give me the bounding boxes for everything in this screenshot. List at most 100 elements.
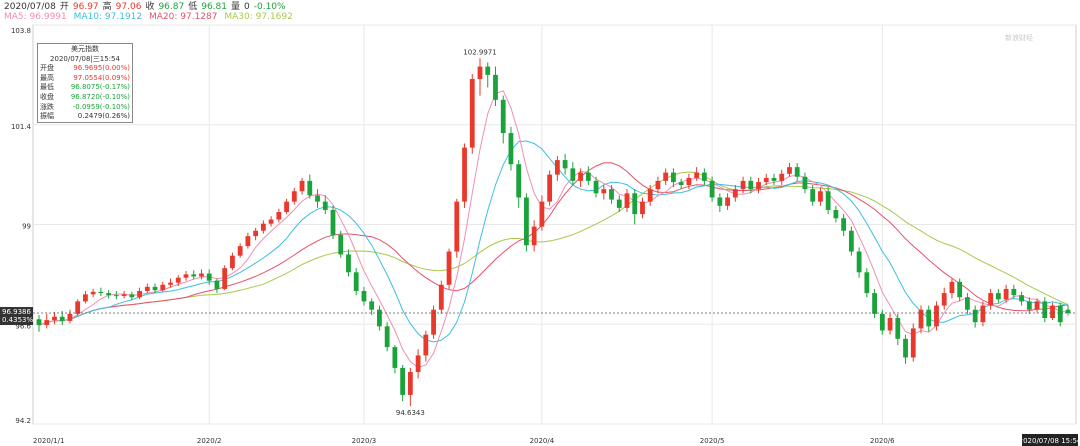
tooltip-title: 美元指数 bbox=[71, 45, 99, 53]
candle bbox=[949, 281, 955, 294]
candle bbox=[392, 347, 398, 368]
current-price-box bbox=[0, 307, 33, 326]
legend-ma10: MA10: 97.1912 bbox=[73, 12, 143, 22]
candle bbox=[779, 173, 785, 181]
ohlc-tooltip: 美元指数 2020/07/08|三15:54 开盘 96.9695(0.00%) … bbox=[37, 43, 133, 123]
candle bbox=[531, 226, 537, 246]
candle bbox=[895, 318, 901, 339]
header-open-label: 开 bbox=[59, 2, 69, 12]
tooltip-row-low: 最低 96.8075(-0.17%) bbox=[40, 83, 130, 93]
candle bbox=[222, 268, 228, 289]
candle bbox=[562, 160, 568, 169]
candle bbox=[1042, 301, 1048, 319]
header-vol: 0 bbox=[244, 2, 250, 12]
ma20-line bbox=[38, 162, 1069, 326]
candle bbox=[879, 313, 885, 331]
extreme-annotation: 102.9971 bbox=[463, 48, 496, 56]
current-change-label: 0.4353% bbox=[2, 316, 33, 324]
header-change: -0.10% bbox=[253, 2, 286, 12]
candle bbox=[1057, 305, 1063, 323]
candle bbox=[369, 301, 375, 310]
candle bbox=[671, 172, 676, 183]
tooltip-row-change: 涨跌 -0.0959(-0.10%) bbox=[40, 103, 130, 113]
candle bbox=[214, 280, 220, 289]
x-tick-label: 2020/5 bbox=[700, 437, 725, 445]
candle bbox=[995, 293, 1001, 300]
x-tick-label: 2020/3 bbox=[352, 437, 377, 445]
candle bbox=[477, 66, 483, 80]
candle bbox=[818, 191, 823, 202]
tooltip-key: 涨跌 bbox=[40, 102, 54, 111]
header-high-label: 高 bbox=[102, 2, 112, 12]
header-close: 96.87 bbox=[158, 2, 185, 12]
tooltip-value: 96.9695(0.00%) bbox=[73, 64, 130, 73]
extreme-annotation: 94.6343 bbox=[396, 409, 425, 417]
candle bbox=[361, 291, 367, 302]
candle bbox=[291, 191, 297, 202]
candle bbox=[516, 164, 522, 198]
legend-ma5: MA5: 96.9991 bbox=[4, 12, 67, 22]
candle bbox=[601, 189, 607, 194]
candle bbox=[245, 236, 251, 247]
candle bbox=[67, 313, 73, 321]
tooltip-value: -0.0959(-0.10%) bbox=[72, 102, 130, 111]
candle bbox=[616, 199, 622, 208]
tooltip-key: 最高 bbox=[40, 73, 54, 82]
candle bbox=[121, 294, 127, 296]
candle bbox=[647, 189, 653, 202]
candle bbox=[554, 160, 560, 175]
legend-ma20: MA20: 97.1287 bbox=[149, 12, 218, 22]
tooltip-value: 96.8720(-0.10%) bbox=[70, 92, 130, 101]
candle bbox=[191, 274, 197, 277]
candle bbox=[1034, 301, 1040, 310]
candle bbox=[810, 189, 816, 202]
candle bbox=[152, 286, 158, 291]
candle bbox=[694, 172, 700, 178]
candle bbox=[462, 147, 467, 202]
candle bbox=[206, 273, 212, 281]
tooltip-key: 振幅 bbox=[40, 112, 54, 121]
candle bbox=[1050, 305, 1055, 319]
candle bbox=[83, 294, 88, 302]
candle bbox=[493, 74, 498, 100]
tooltip-value: 96.8075(-0.17%) bbox=[70, 83, 130, 92]
candle bbox=[609, 189, 614, 200]
candle bbox=[1065, 309, 1071, 314]
current-price-label: 96.9386 bbox=[2, 308, 31, 316]
candle bbox=[980, 305, 986, 323]
header-low: 96.81 bbox=[201, 2, 227, 12]
candle bbox=[1011, 288, 1017, 296]
ma30-line bbox=[38, 171, 1069, 326]
candle bbox=[864, 272, 870, 294]
candle bbox=[322, 201, 328, 210]
candle bbox=[469, 79, 475, 148]
candle bbox=[841, 218, 847, 231]
candle bbox=[903, 338, 908, 358]
y-tick-label: 101.4 bbox=[11, 123, 32, 131]
candle bbox=[137, 291, 142, 298]
candle bbox=[500, 99, 506, 134]
candle bbox=[794, 167, 800, 177]
candle bbox=[508, 133, 514, 165]
tooltip-datetime: 2020/07/08|三15:54 bbox=[50, 54, 120, 63]
candle bbox=[763, 177, 769, 183]
candle bbox=[787, 167, 792, 174]
candle bbox=[965, 297, 970, 310]
candle bbox=[160, 284, 166, 291]
y-tick-label: 103.8 bbox=[11, 27, 31, 35]
candle bbox=[663, 172, 669, 181]
candle bbox=[941, 293, 947, 306]
ma10-line bbox=[38, 140, 1069, 343]
header-low-label: 低 bbox=[188, 2, 198, 12]
candle bbox=[833, 209, 839, 219]
candle bbox=[771, 177, 777, 181]
candle bbox=[175, 277, 181, 283]
candle bbox=[578, 172, 583, 181]
candle bbox=[1019, 295, 1024, 302]
candle bbox=[485, 66, 491, 75]
candle bbox=[113, 295, 119, 297]
candle bbox=[330, 209, 336, 235]
candle bbox=[230, 255, 235, 269]
candle bbox=[44, 320, 50, 326]
